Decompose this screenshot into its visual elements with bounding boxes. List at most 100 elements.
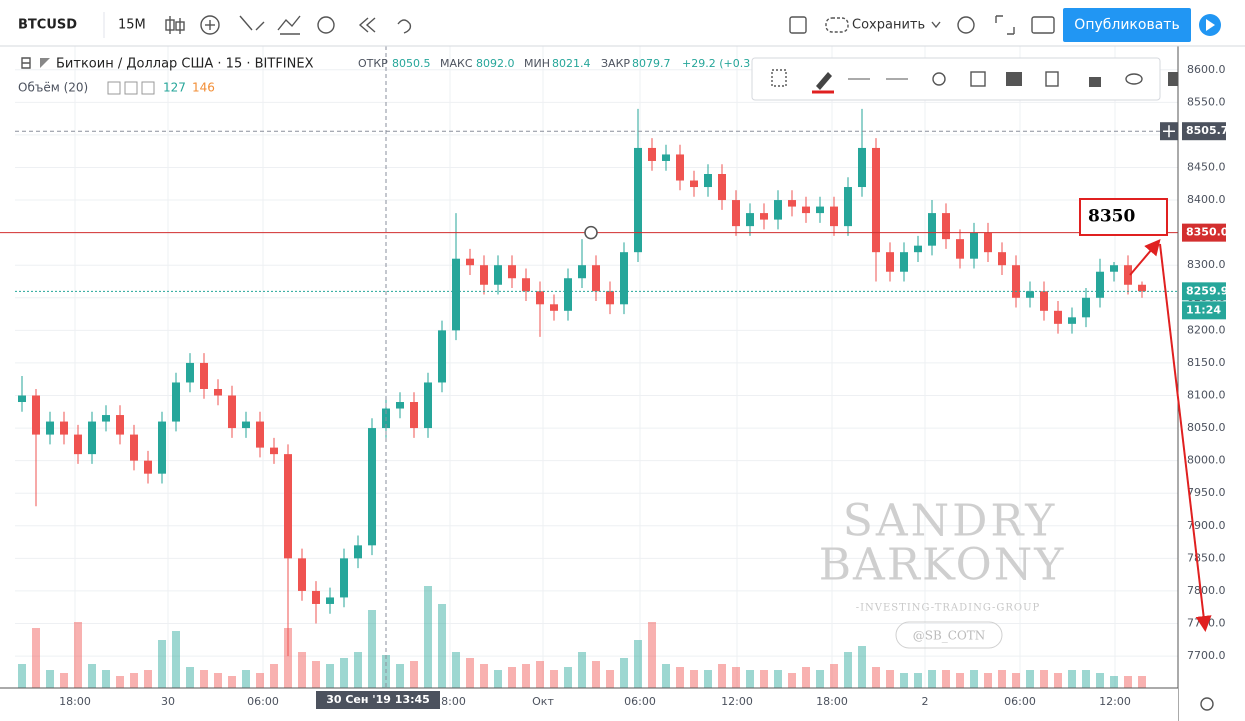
candle-body <box>844 187 852 227</box>
volume-bar <box>508 667 516 688</box>
settings[interactable] <box>932 72 946 86</box>
stream-icon <box>1206 19 1215 31</box>
candle-body <box>662 154 670 161</box>
volume-eye[interactable] <box>107 81 121 95</box>
candle-type-button[interactable] <box>165 16 185 34</box>
replay-button[interactable] <box>358 17 376 33</box>
volume-bar <box>312 661 320 688</box>
candle-body <box>886 252 894 272</box>
line-handle <box>584 225 598 240</box>
volume-bar <box>578 652 586 688</box>
watermark: SANDRY BARKONY -INVESTING-TRADING-GROUP … <box>819 496 1063 649</box>
candle-body <box>774 200 782 220</box>
candle-body <box>676 154 684 181</box>
hide[interactable] <box>1125 73 1143 85</box>
y-tick-label: 7700.0 <box>1187 649 1226 662</box>
volume-bar <box>1124 676 1132 688</box>
interval[interactable]: 15М <box>118 18 146 33</box>
volume-bar <box>718 664 726 688</box>
legend-collapse[interactable] <box>21 57 31 69</box>
candle-body <box>746 213 754 227</box>
crosshair-time-label: 30 Сен '19 13:45 <box>326 693 430 706</box>
candle-body <box>928 213 936 246</box>
candle-body <box>144 460 152 474</box>
visual-order[interactable] <box>1006 72 1022 86</box>
volume-bar <box>60 673 68 688</box>
volume-bar <box>1068 670 1076 688</box>
line-color[interactable] <box>816 72 832 90</box>
volume-bar <box>74 622 82 688</box>
y-tick-label: 8000.0 <box>1187 454 1226 467</box>
undo-button[interactable] <box>397 19 412 34</box>
volume-bar <box>242 670 250 688</box>
volume-bar <box>802 667 810 688</box>
clone[interactable] <box>1045 71 1059 87</box>
candle-body <box>466 258 474 266</box>
volume-settings[interactable] <box>124 81 138 95</box>
candle-body <box>620 252 628 305</box>
volume-bar <box>172 631 180 688</box>
candle-body <box>298 558 306 591</box>
candle-body <box>284 454 292 559</box>
volume-bar <box>536 661 544 688</box>
candle-body <box>396 402 404 409</box>
volume-bar <box>606 670 614 688</box>
drag-handle[interactable] <box>771 69 787 87</box>
candle-body <box>186 362 194 383</box>
y-tick-label: 8400.0 <box>1187 193 1226 206</box>
volume-bar <box>634 640 642 688</box>
candle-body <box>312 590 320 604</box>
candle-body <box>74 434 82 455</box>
compare-button[interactable] <box>239 15 265 31</box>
volume-bar <box>1110 676 1118 688</box>
volume-bar <box>956 673 964 688</box>
volume-bar <box>144 670 152 688</box>
settings-button[interactable] <box>957 16 975 34</box>
snapshot-button[interactable] <box>1031 16 1055 34</box>
candle-body <box>270 447 278 455</box>
candle-body <box>718 174 726 201</box>
candle-body <box>46 421 54 435</box>
volume-remove[interactable] <box>141 81 155 95</box>
alert-button[interactable] <box>317 16 335 34</box>
layout-button[interactable] <box>789 16 807 34</box>
save-button[interactable]: Сохранить <box>852 18 925 33</box>
candle-body <box>830 206 838 227</box>
delete[interactable] <box>1168 72 1178 86</box>
legend-icon <box>40 58 50 68</box>
change-value: +29.2 (+0.3 <box>682 57 750 70</box>
candle-body <box>1138 284 1146 292</box>
save-menu[interactable] <box>931 21 941 29</box>
volume-bar <box>1026 670 1034 688</box>
volume-bar <box>214 673 222 688</box>
volume-bar <box>410 661 418 688</box>
top-toolbar <box>0 0 1245 46</box>
legend: Биткоин / Доллар США · 15 · BITFINEX ОТК… <box>18 57 750 95</box>
publish-button[interactable] <box>1063 8 1191 42</box>
symbol[interactable]: BTCUSD <box>18 18 77 33</box>
lock[interactable] <box>1089 77 1101 87</box>
y-tick-label: 7750.0 <box>1187 617 1226 630</box>
volume-bar <box>816 670 824 688</box>
candle-body <box>1082 297 1090 318</box>
candle-body <box>424 382 432 429</box>
crosshair-price-label: 8505.7 <box>1186 124 1228 137</box>
volume-bar <box>18 664 26 688</box>
candle-body <box>788 200 796 207</box>
fullscreen-button[interactable] <box>995 15 1015 35</box>
volume-bar <box>550 670 558 688</box>
axis-settings[interactable] <box>1200 697 1214 711</box>
x-tick-label: Окт <box>532 695 554 708</box>
volume-bar <box>1082 670 1090 688</box>
high-label: МАКС <box>440 57 473 70</box>
hline-price-label: 8350.0 <box>1186 226 1229 239</box>
volume-bar <box>858 646 866 688</box>
volume-bar <box>900 673 908 688</box>
alert[interactable] <box>970 71 986 87</box>
volume-bar <box>102 670 110 688</box>
indicators-button[interactable] <box>200 15 220 35</box>
candle-body <box>1110 265 1118 272</box>
templates-button[interactable] <box>277 15 301 35</box>
publish-label[interactable]: Опубликовать <box>1074 17 1179 33</box>
